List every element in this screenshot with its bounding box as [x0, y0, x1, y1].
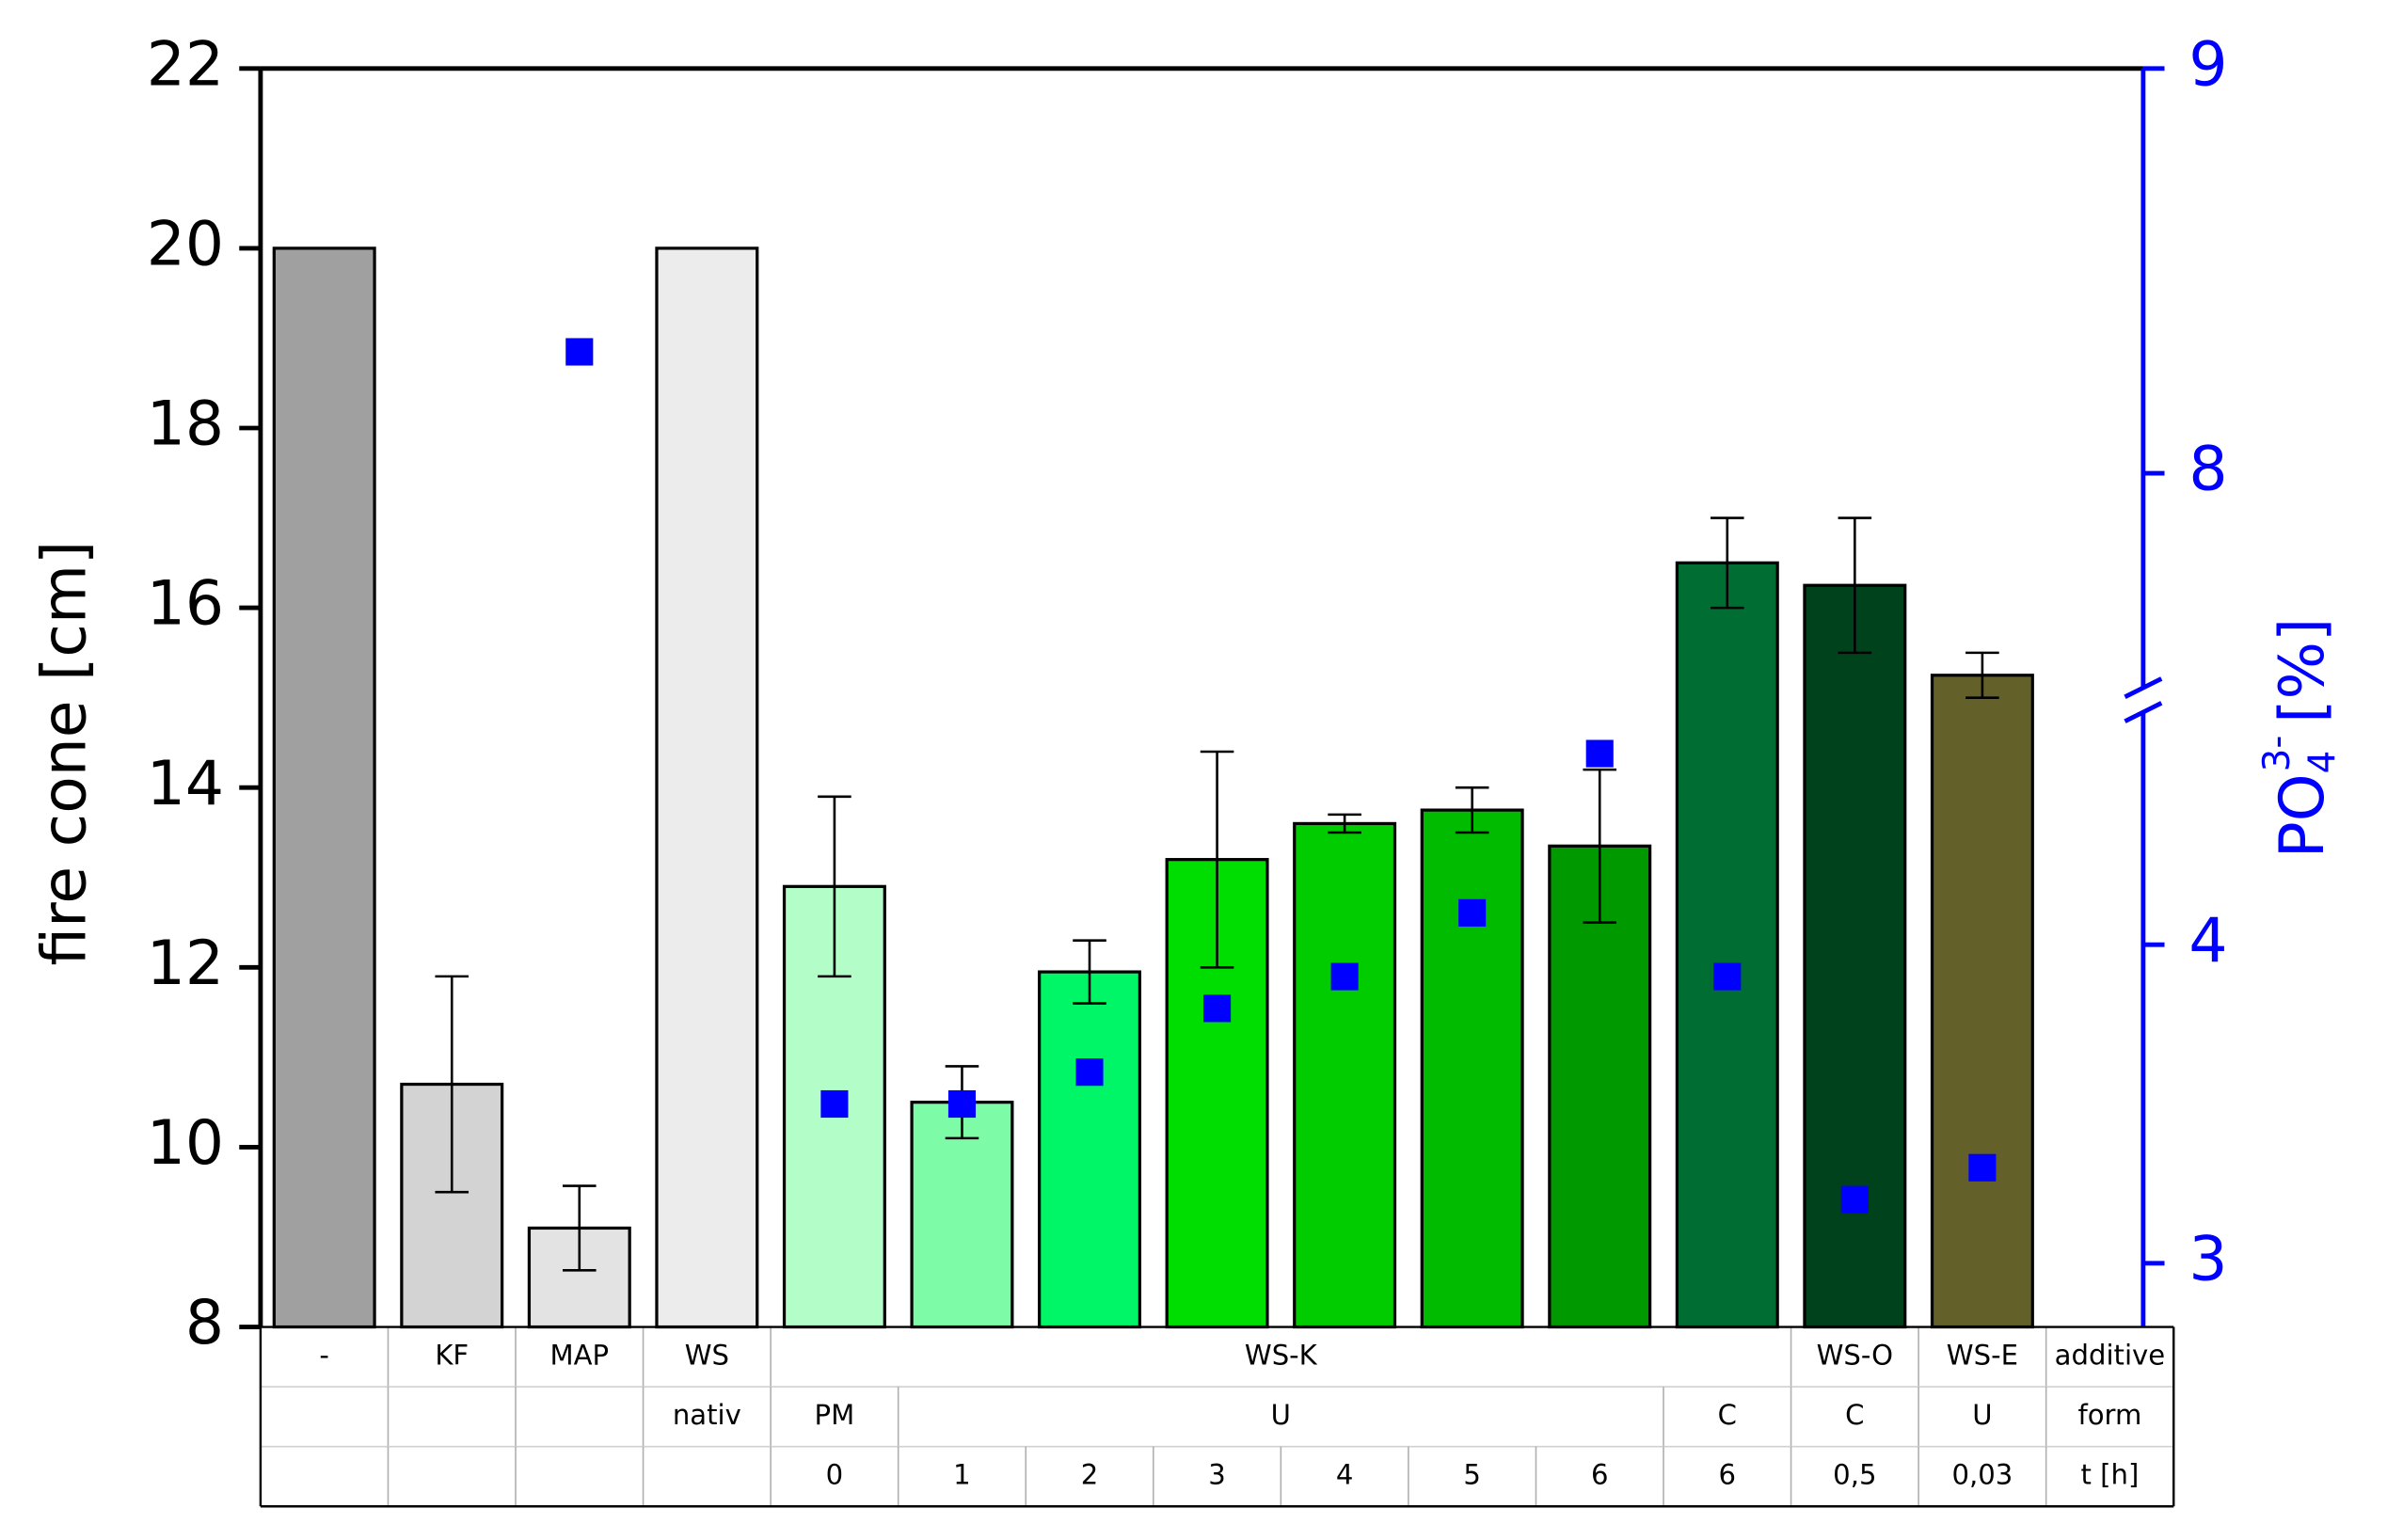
table-cell: 2	[1081, 1458, 1099, 1490]
y2-tick-label: 4	[2188, 906, 2227, 976]
y2-tick-label: 9	[2188, 29, 2227, 100]
phosphate-point	[1713, 962, 1742, 991]
phosphate-point	[1585, 739, 1614, 768]
axis-break	[2124, 701, 2163, 723]
bar	[1293, 821, 1397, 1329]
y-tick-label: 18	[147, 389, 224, 460]
y2-label-base: PO	[2268, 773, 2338, 858]
bar	[272, 246, 376, 1329]
phosphate-point	[1330, 962, 1359, 991]
phosphate-point	[1458, 898, 1487, 927]
table-cell: 0,03	[1951, 1458, 2013, 1490]
phosphate-point	[1203, 994, 1232, 1023]
y-tick-label: 14	[147, 749, 224, 819]
table-cell: 6	[1591, 1458, 1609, 1490]
bar	[1038, 970, 1142, 1329]
table-cell: t [h]	[2081, 1458, 2140, 1490]
bar	[1420, 808, 1524, 1329]
bar	[1675, 561, 1779, 1329]
table-cell: MAP	[550, 1339, 610, 1371]
y-tick-label: 12	[147, 929, 224, 999]
table-cell: PM	[815, 1399, 855, 1431]
phosphate-point	[1840, 1185, 1869, 1214]
y2-label-sup: 3-	[2255, 736, 2298, 772]
y2-axis-label: PO43- [%]	[2255, 618, 2344, 859]
axis-break	[2124, 676, 2163, 700]
table-cell: C	[1845, 1399, 1864, 1431]
y2-tick-label: 8	[2188, 435, 2227, 505]
table-cell: 3	[1208, 1458, 1226, 1490]
table-cell: WS-O	[1817, 1339, 1894, 1371]
phosphate-point	[1075, 1058, 1104, 1087]
y-tick-label: 10	[147, 1108, 224, 1179]
table-cell: 4	[1336, 1458, 1354, 1490]
table-cell: 0	[826, 1458, 844, 1490]
y-tick-label: 22	[147, 29, 224, 100]
table-cell: 0,5	[1833, 1458, 1876, 1490]
table-cell: WS	[685, 1339, 729, 1371]
y-tick-label: 16	[147, 569, 224, 640]
table-cell: U	[1271, 1399, 1291, 1431]
y-tick-label: 20	[147, 209, 224, 279]
table-cell: U	[1972, 1399, 1992, 1431]
y2-label-sub: 4	[2301, 751, 2344, 774]
table-cell: WS-E	[1947, 1339, 2018, 1371]
table-cell: KF	[435, 1339, 469, 1371]
table-cell: 5	[1463, 1458, 1481, 1490]
table-cell: WS-K	[1245, 1339, 1318, 1371]
phosphate-point	[565, 338, 594, 366]
bar	[1930, 674, 2034, 1329]
phosphate-point	[947, 1089, 977, 1119]
bar	[655, 246, 759, 1329]
table-cell: nativ	[673, 1399, 741, 1431]
bar	[1803, 583, 1907, 1329]
y-tick-label: 8	[185, 1288, 224, 1358]
y2-tick-label: 3	[2188, 1224, 2227, 1294]
table-cell: C	[1718, 1399, 1737, 1431]
bar	[1548, 844, 1652, 1329]
table-cell: 6	[1719, 1458, 1737, 1490]
phosphate-point	[1968, 1153, 1997, 1182]
table-cell: -	[319, 1339, 329, 1371]
y-axis-label: fire cone [cm]	[30, 541, 101, 966]
phosphate-point	[820, 1089, 849, 1119]
y2-label-unit: [%]	[2268, 618, 2338, 723]
table-cell: 1	[953, 1458, 971, 1490]
table-cell: form	[2078, 1399, 2142, 1431]
table-cell: additive	[2055, 1339, 2166, 1371]
